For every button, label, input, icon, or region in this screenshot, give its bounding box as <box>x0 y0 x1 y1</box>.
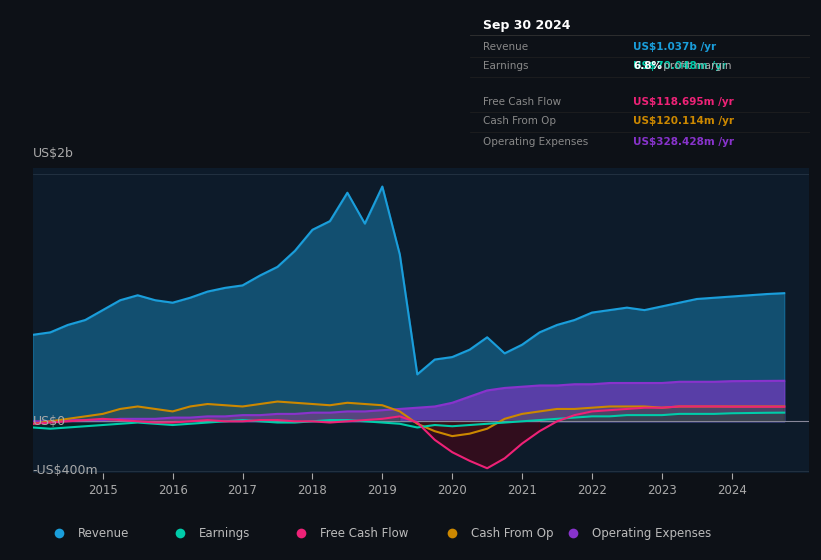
Text: Earnings: Earnings <box>484 61 529 71</box>
Text: profit margin: profit margin <box>660 61 732 71</box>
Text: Operating Expenses: Operating Expenses <box>592 527 711 540</box>
Text: Sep 30 2024: Sep 30 2024 <box>484 19 571 32</box>
Text: US$120.114m /yr: US$120.114m /yr <box>633 116 734 126</box>
Text: US$118.695m /yr: US$118.695m /yr <box>633 97 734 107</box>
Text: US$2b: US$2b <box>33 147 74 160</box>
Text: Cash From Op: Cash From Op <box>484 116 557 126</box>
Text: Revenue: Revenue <box>484 42 529 52</box>
Text: US$0: US$0 <box>33 415 66 428</box>
Text: Revenue: Revenue <box>78 527 130 540</box>
Text: US$328.428m /yr: US$328.428m /yr <box>633 137 734 147</box>
Text: Free Cash Flow: Free Cash Flow <box>320 527 408 540</box>
Text: Operating Expenses: Operating Expenses <box>484 137 589 147</box>
Text: 6.8%: 6.8% <box>633 61 663 71</box>
Text: Earnings: Earnings <box>199 527 250 540</box>
Text: US$1.037b /yr: US$1.037b /yr <box>633 42 716 52</box>
Text: -US$400m: -US$400m <box>33 464 99 477</box>
Text: US$70.048m /yr: US$70.048m /yr <box>633 61 727 71</box>
Text: Cash From Op: Cash From Op <box>471 527 553 540</box>
Text: Free Cash Flow: Free Cash Flow <box>484 97 562 107</box>
